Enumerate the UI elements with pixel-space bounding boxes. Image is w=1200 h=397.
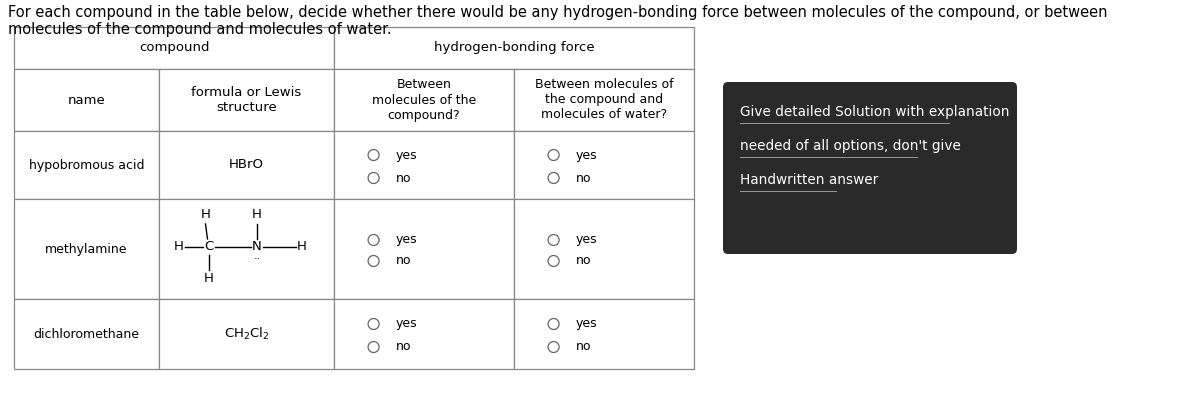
Text: For each compound in the table below, decide whether there would be any hydrogen: For each compound in the table below, de…	[8, 5, 1108, 37]
FancyBboxPatch shape	[722, 82, 1018, 254]
Text: Give detailed Solution with explanation: Give detailed Solution with explanation	[740, 105, 1009, 119]
Text: yes: yes	[576, 318, 598, 330]
Text: H: H	[174, 241, 184, 254]
Bar	[334, 299, 514, 369]
Text: hypobromous acid: hypobromous acid	[29, 158, 144, 172]
Bar	[514, 199, 694, 299]
Bar	[514, 131, 694, 199]
Text: yes: yes	[576, 148, 598, 162]
Text: compound: compound	[139, 42, 209, 54]
Bar	[334, 131, 514, 199]
Text: methylamine: methylamine	[46, 243, 127, 256]
Bar	[158, 69, 334, 131]
Bar	[14, 69, 158, 131]
Text: yes: yes	[396, 318, 418, 330]
Bar	[334, 69, 514, 131]
Text: no: no	[576, 254, 592, 268]
Bar	[14, 131, 158, 199]
Text: N: N	[252, 241, 262, 254]
Text: no: no	[396, 341, 412, 353]
Text: no: no	[576, 341, 592, 353]
Text: C: C	[204, 241, 214, 254]
Bar	[158, 199, 334, 299]
Bar	[514, 299, 694, 369]
Text: needed of all options, don't give: needed of all options, don't give	[740, 139, 961, 153]
Bar	[158, 131, 334, 199]
Text: H: H	[296, 241, 306, 254]
Bar	[158, 299, 334, 369]
Text: no: no	[576, 172, 592, 185]
Text: yes: yes	[396, 233, 418, 247]
Text: ··: ··	[254, 254, 262, 264]
Text: H: H	[204, 272, 214, 285]
Text: formula or Lewis
structure: formula or Lewis structure	[191, 86, 301, 114]
Text: yes: yes	[396, 148, 418, 162]
Bar	[334, 27, 694, 69]
Text: yes: yes	[576, 233, 598, 247]
Text: dichloromethane: dichloromethane	[34, 328, 139, 341]
Text: HBrO: HBrO	[229, 158, 264, 172]
Text: H: H	[200, 208, 210, 222]
Text: CH$_2$Cl$_2$: CH$_2$Cl$_2$	[223, 326, 269, 342]
Bar	[14, 299, 158, 369]
Bar	[14, 27, 334, 69]
Bar	[334, 199, 514, 299]
Bar	[14, 199, 158, 299]
Text: no: no	[396, 172, 412, 185]
Text: hydrogen-bonding force: hydrogen-bonding force	[433, 42, 594, 54]
Text: Between molecules of
the compound and
molecules of water?: Between molecules of the compound and mo…	[535, 79, 673, 121]
Text: no: no	[396, 254, 412, 268]
Text: H: H	[252, 208, 262, 222]
Text: name: name	[67, 94, 106, 106]
Text: Handwritten answer: Handwritten answer	[740, 173, 878, 187]
Text: Between
molecules of the
compound?: Between molecules of the compound?	[372, 79, 476, 121]
Bar	[514, 69, 694, 131]
